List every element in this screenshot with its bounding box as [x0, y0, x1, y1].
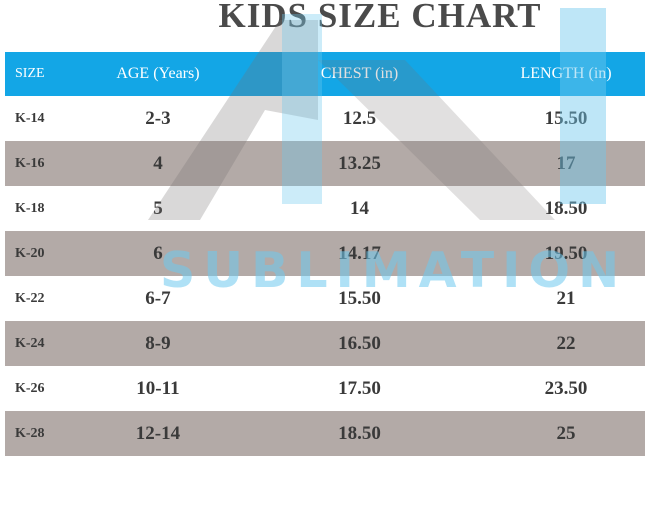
- age-cell: 6-7: [145, 287, 171, 309]
- table-row: K-16 4 13.25 17: [5, 141, 645, 186]
- size-cell: K-22: [15, 290, 45, 306]
- age-cell: 5: [153, 197, 163, 219]
- length-cell: 25: [487, 411, 645, 456]
- chest-cell: 16.50: [231, 321, 488, 366]
- column-header-size: SIZE: [5, 52, 85, 96]
- table-header-row: SIZE AGE (Years) CHEST (in) LENGTH (in): [5, 52, 645, 96]
- age-cell: 12-14: [84, 411, 232, 456]
- length-cell: 18.50: [544, 197, 588, 219]
- table-row: K-22 6-7 15.50 21: [5, 276, 645, 321]
- table-row: K-14 2-3 12.5 15.50: [5, 96, 645, 141]
- chest-cell: 12.5: [342, 107, 377, 129]
- age-cell: 8-9: [84, 321, 232, 366]
- age-cell: 10-11: [136, 377, 180, 399]
- age-cell: 6: [84, 231, 232, 276]
- length-cell: 23.50: [544, 377, 588, 399]
- table-row: K-26 10-11 17.50 23.50: [5, 366, 645, 411]
- size-cell: K-24: [5, 321, 85, 366]
- column-header-length: LENGTH (in): [487, 52, 645, 96]
- column-header-chest: CHEST (in): [231, 52, 488, 96]
- length-cell: 19.50: [487, 231, 645, 276]
- table-row: K-18 5 14 18.50: [5, 186, 645, 231]
- size-cell: K-14: [15, 110, 45, 126]
- length-cell: 15.50: [544, 107, 588, 129]
- length-cell: 21: [556, 287, 576, 309]
- table-row: K-28 12-14 18.50 25: [5, 411, 645, 456]
- size-cell: K-16: [5, 141, 85, 186]
- size-chart-table: SIZE AGE (Years) CHEST (in) LENGTH (in) …: [5, 52, 645, 456]
- page-title: KIDS SIZE CHART: [218, 0, 542, 35]
- chest-cell: 14.17: [231, 231, 488, 276]
- size-cell: K-26: [15, 380, 45, 396]
- table-row: K-24 8-9 16.50 22: [5, 321, 645, 366]
- chest-cell: 13.25: [231, 141, 488, 186]
- chest-cell: 17.50: [338, 377, 381, 399]
- size-cell: K-28: [5, 411, 85, 456]
- chest-cell: 15.50: [338, 287, 381, 309]
- age-cell: 2-3: [145, 107, 171, 129]
- age-cell: 4: [84, 141, 232, 186]
- length-cell: 22: [487, 321, 645, 366]
- size-cell: K-20: [5, 231, 85, 276]
- length-cell: 17: [487, 141, 645, 186]
- size-cell: K-18: [15, 200, 45, 216]
- chest-cell: 18.50: [231, 411, 488, 456]
- table-row: K-20 6 14.17 19.50: [5, 231, 645, 276]
- column-header-age: AGE (Years): [84, 52, 232, 96]
- chest-cell: 14: [349, 197, 369, 219]
